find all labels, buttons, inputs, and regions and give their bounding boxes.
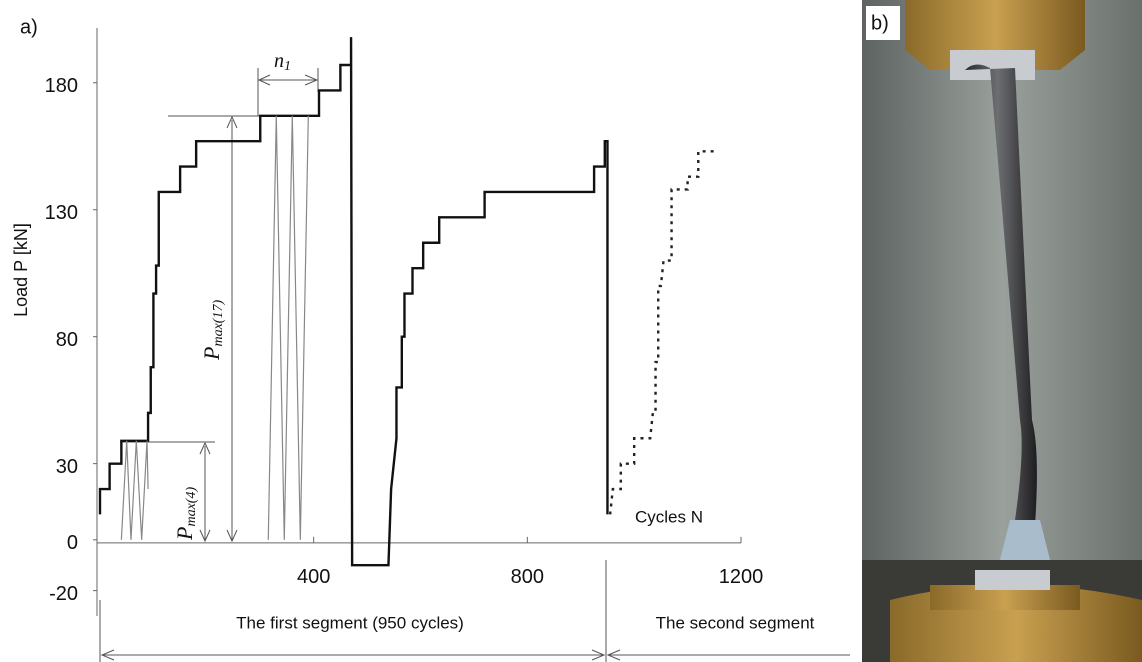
segment-label: The first segment (950 cycles) — [236, 613, 464, 632]
annotation-text: P — [172, 527, 197, 541]
specimen — [965, 64, 1037, 525]
chart-panel: a) Load P [kN] Cycles N n1 Pmax(17) Pmax… — [11, 16, 850, 662]
segment-label: The second segment — [656, 613, 815, 632]
annotation-text: P — [199, 347, 224, 361]
annotation: Pmax(17) — [199, 300, 226, 361]
panel-label: b) — [871, 12, 889, 34]
x-tick-label: 1200 — [719, 566, 764, 588]
arrow-head — [199, 441, 211, 543]
y-tick-label: -20 — [49, 583, 78, 605]
y-tick-label: 180 — [45, 75, 78, 97]
y-axis-label: Load P [kN] — [11, 223, 31, 317]
y-tick-label: 80 — [56, 329, 78, 351]
panel-label: a) — [20, 16, 38, 38]
y-tick-label: 0 — [67, 532, 78, 554]
line-series — [120, 115, 309, 540]
panel-label-box — [866, 6, 900, 40]
bottom-grip — [1000, 520, 1050, 560]
photo-panel: b) — [862, 0, 1142, 662]
x-tick-label: 800 — [511, 566, 544, 588]
annotation-sub: max(17) — [211, 300, 226, 347]
dimension-lines — [99, 68, 850, 662]
annotation: n1 — [274, 50, 291, 75]
x-axis-label: Cycles N — [635, 507, 703, 526]
annotation: Pmax(4) — [172, 487, 199, 541]
line-series — [98, 37, 609, 567]
arrow-head — [257, 74, 319, 86]
y-tick-label: 130 — [45, 202, 78, 224]
plot: -20 0 30 80 130 180 400 800 1200 — [45, 28, 764, 616]
annotation-sub: max(4) — [184, 487, 199, 527]
y-tick-label: 30 — [56, 456, 78, 478]
annotation-sub: 1 — [284, 59, 291, 74]
bottom-plate — [975, 570, 1050, 590]
line-series — [608, 150, 715, 515]
x-tick-label: 400 — [297, 566, 330, 588]
annotation-text: n — [274, 50, 284, 72]
arrow-head — [100, 649, 621, 661]
arrow-head — [226, 115, 238, 543]
